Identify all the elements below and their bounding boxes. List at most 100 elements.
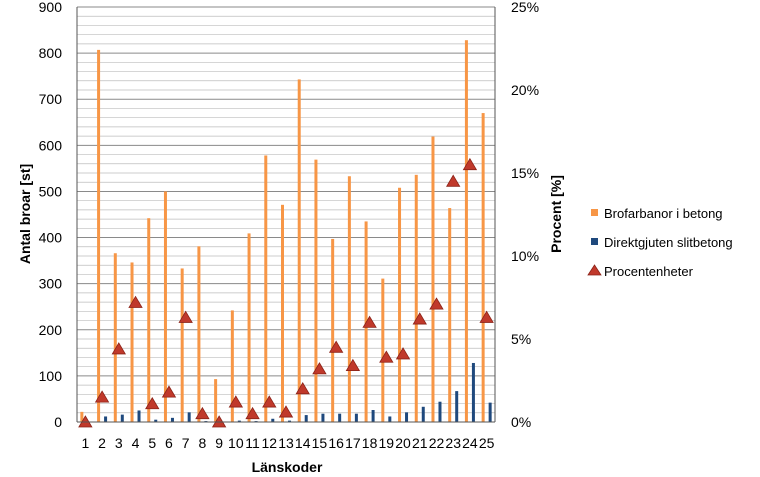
bar-direktgjuten — [455, 391, 459, 422]
x-tick-label: 13 — [278, 435, 294, 451]
bar-brofarbanor — [80, 411, 84, 422]
y2-axis-title: Procent [%] — [548, 175, 564, 253]
bar-direktgjuten — [438, 401, 442, 422]
x-tick-label: 5 — [148, 435, 156, 451]
y2-tick-label: 0% — [511, 414, 531, 430]
bar-brofarbanor — [331, 238, 335, 422]
marker-procentenheter — [94, 390, 110, 403]
marker-procentenheter — [111, 342, 127, 355]
marker-procentenheter — [345, 358, 361, 371]
bar-brofarbanor — [97, 49, 101, 423]
bar-brofarbanor — [398, 187, 402, 422]
y-tick-label: 200 — [39, 322, 63, 338]
bar-brofarbanor — [130, 262, 134, 422]
x-tick-label: 1 — [81, 435, 89, 451]
bar-brofarbanor — [214, 379, 218, 422]
marker-procentenheter — [362, 315, 377, 328]
bar-direktgjuten — [471, 362, 475, 422]
legend-swatch-direktgjuten — [591, 238, 598, 245]
x-tick-label: 14 — [295, 435, 311, 451]
legend-swatch-brofarbanor — [591, 209, 598, 216]
y2-tick-label: 25% — [511, 0, 539, 15]
marker-procentenheter — [412, 312, 427, 325]
x-tick-label: 23 — [445, 435, 461, 451]
bar-series — [80, 40, 492, 423]
bar-brofarbanor — [297, 79, 301, 423]
marker-procentenheter — [328, 340, 344, 353]
y-tick-label: 400 — [39, 230, 63, 246]
bar-direktgjuten — [104, 416, 108, 422]
legend-label-procentenheter: Procentenheter — [604, 264, 694, 279]
marker-procentenheter — [479, 310, 494, 323]
bar-brofarbanor — [381, 278, 385, 422]
bar-brofarbanor — [347, 176, 351, 422]
bar-brofarbanor — [197, 246, 201, 422]
y2-tick-label: 10% — [511, 248, 539, 264]
bar-direktgjuten — [120, 414, 124, 422]
bar-direktgjuten — [354, 413, 358, 422]
bar-brofarbanor — [448, 208, 452, 422]
x-tick-label: 6 — [165, 435, 173, 451]
x-tick-label: 24 — [462, 435, 478, 451]
bar-direktgjuten — [488, 402, 492, 422]
x-tick-label: 3 — [115, 435, 123, 451]
x-tick-label: 22 — [429, 435, 445, 451]
marker-procentenheter — [429, 297, 444, 310]
x-tick-label: 10 — [228, 435, 244, 451]
y-tick-label: 500 — [39, 183, 63, 199]
bar-brofarbanor — [113, 253, 117, 422]
bar-direktgjuten — [321, 413, 325, 422]
x-tick-label: 8 — [199, 435, 207, 451]
bar-brofarbanor — [481, 113, 485, 423]
bar-direktgjuten — [304, 415, 308, 422]
x-tick-label: 15 — [312, 435, 328, 451]
bar-direktgjuten — [338, 413, 342, 422]
x-axis-title: Länskoder — [252, 459, 323, 475]
legend-label-direktgjuten: Direktgjuten slitbetong — [604, 235, 733, 250]
marker-series — [78, 157, 494, 428]
marker-procentenheter — [312, 362, 327, 375]
x-tick-label: 20 — [395, 435, 411, 451]
x-tick-label: 2 — [98, 435, 106, 451]
y-tick-label: 800 — [39, 45, 63, 61]
y2-tick-label: 5% — [511, 331, 531, 347]
y-tick-label: 600 — [39, 137, 63, 153]
y-tick-label: 100 — [39, 368, 63, 384]
x-tick-label: 16 — [328, 435, 344, 451]
y-tick-label: 0 — [54, 414, 62, 430]
bar-direktgjuten — [405, 412, 409, 422]
x-tick-label: 7 — [182, 435, 190, 451]
bar-brofarbanor — [464, 40, 468, 422]
bar-direktgjuten — [237, 420, 241, 422]
bar-brofarbanor — [247, 233, 251, 422]
x-tick-label: 4 — [132, 435, 140, 451]
marker-procentenheter — [245, 406, 260, 420]
y-tick-label: 700 — [39, 91, 63, 107]
y-tick-label: 900 — [39, 0, 63, 15]
x-tick-label: 19 — [379, 435, 395, 451]
bar-brofarbanor — [414, 174, 418, 422]
y-axis-title: Antal broar [st] — [17, 164, 33, 264]
marker-procentenheter — [262, 395, 277, 408]
marker-procentenheter — [161, 385, 177, 398]
y2-tick-label: 20% — [511, 82, 539, 98]
x-tick-label: 25 — [479, 435, 495, 451]
bar-direktgjuten — [154, 419, 158, 422]
marker-procentenheter — [379, 350, 394, 363]
bar-direktgjuten — [421, 406, 425, 422]
bar-direktgjuten — [371, 410, 375, 422]
x-tick-label: 21 — [412, 435, 428, 451]
bar-brofarbanor — [431, 136, 435, 423]
bar-brofarbanor — [230, 310, 234, 422]
marker-procentenheter — [278, 405, 294, 418]
gridlines — [77, 6, 495, 423]
marker-procentenheter — [145, 396, 160, 410]
bar-direktgjuten — [271, 418, 275, 422]
legend: Brofarbanor i betong Direktgjuten slitbe… — [587, 206, 733, 279]
x-tick-label: 11 — [245, 435, 260, 451]
marker-procentenheter — [178, 310, 193, 323]
tick-labels: 0 100 200 300 400 500 600 700 800 900 0% 5% 10% 15% 20… — [39, 0, 539, 451]
y2-tick-label: 15% — [511, 165, 539, 181]
bar-direktgjuten — [388, 416, 392, 422]
